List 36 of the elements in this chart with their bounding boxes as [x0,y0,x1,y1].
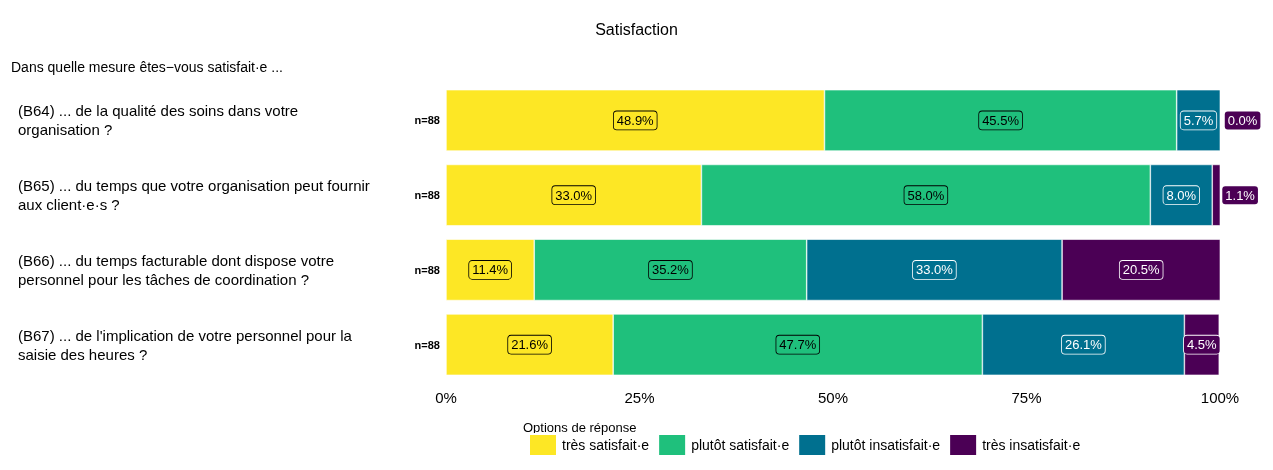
legend-label: plutôt insatisfait·e [831,437,941,453]
data-label: 48.9% [616,112,655,128]
x-tick-label: 0% [435,389,457,406]
data-label: 4.5% [1186,337,1218,353]
text: n=88 [414,189,440,202]
data-label: 26.1% [1064,337,1103,353]
legend-title: Options de réponse [523,420,637,435]
x-tick-label: 50% [817,389,849,406]
y-tick-label: (B67) ... de l'implication de votre personnel pour la saisie des heures ? [18,326,357,363]
data-label: 0.0% [1227,112,1258,128]
data-label: 47.7% [779,337,817,353]
data-label: 33.0% [555,187,593,203]
text: n=88 [414,114,440,127]
legend-label: très satisfait·e [562,437,650,453]
data-label: 21.6% [511,337,549,353]
y-tick-label: (B66) ... du temps facturable dont dispose votre personnel pour les tâches de coordination ? [18,251,339,288]
text: n=88 [414,263,440,276]
text: Dans quelle mesure êtes−vous satisfait·e ... [11,59,283,75]
legend-label: très insatisfait·e [982,437,1081,453]
y-tick-label: (B64) ... de la qualité des soins dans votre organisation ? [18,102,303,139]
y-tick-label: (B65) ... du temps que votre organisation peut fournir aux client·e·s ? [18,177,375,214]
text: n=88 [414,338,440,351]
data-label: 45.5% [982,112,1020,128]
x-tick-label: 100% [1200,389,1240,406]
data-label: 1.1% [1225,187,1256,203]
x-tick-label: 75% [1011,389,1042,406]
data-label: 33.0% [915,262,954,278]
data-label: 20.5% [1122,262,1161,278]
data-label: 5.7% [1183,112,1214,128]
chart-title: Satisfaction [595,20,678,38]
legend-label: plutôt satisfait·e [691,437,790,453]
data-label: 11.4% [472,262,509,278]
data-label: 35.2% [652,262,690,278]
data-label: 8.0% [1166,187,1197,203]
data-label: 58.0% [907,187,945,203]
x-tick-label: 25% [624,389,655,406]
